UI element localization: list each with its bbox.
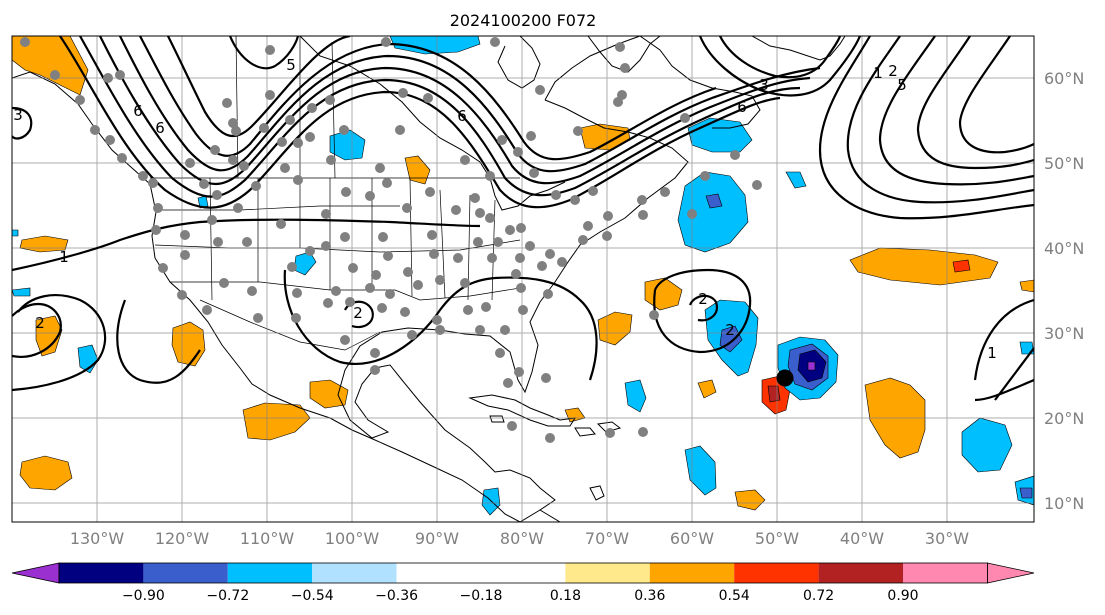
map-title: 2024100200 F072 bbox=[450, 11, 597, 30]
contour-label: 2 bbox=[698, 290, 708, 308]
colorbar-tick-label: −0.90 bbox=[122, 588, 165, 604]
colorbar-bin bbox=[59, 563, 144, 583]
lon-label: 60°W bbox=[670, 529, 714, 548]
station-dots bbox=[20, 37, 762, 443]
colorbar-bin bbox=[734, 563, 819, 583]
lon-label: 40°W bbox=[840, 529, 884, 548]
lon-label: 70°W bbox=[585, 529, 629, 548]
lon-label: 130°W bbox=[70, 529, 125, 548]
colorbar-tick-label: −0.36 bbox=[375, 588, 418, 604]
colorbar-bin bbox=[903, 563, 988, 583]
lat-label: 20°N bbox=[1044, 409, 1084, 428]
contour-label: 1 bbox=[987, 344, 997, 362]
lat-label: 10°N bbox=[1044, 494, 1084, 513]
lon-label: 80°W bbox=[500, 529, 544, 548]
lon-label: 100°W bbox=[325, 529, 380, 548]
colorbar-tick-label: −0.54 bbox=[291, 588, 334, 604]
lon-label: 90°W bbox=[415, 529, 459, 548]
colorbar-bin bbox=[312, 563, 397, 583]
contour-label: 2 bbox=[888, 62, 898, 80]
colorbar-tick-label: 0.54 bbox=[719, 588, 750, 604]
colorbar-bin bbox=[481, 563, 566, 583]
contour-label: 2 bbox=[353, 304, 363, 322]
contour-label: 2 bbox=[35, 314, 45, 332]
colorbar-bin bbox=[565, 563, 650, 583]
colorbar: −0.90 −0.72 −0.54 −0.36 −0.18 0.18 0.36 … bbox=[11, 562, 1035, 604]
colorbar-bin bbox=[649, 563, 735, 583]
contour-label: 5 bbox=[286, 56, 296, 74]
lat-label: 40°N bbox=[1044, 239, 1084, 258]
contour-label: 6 bbox=[155, 119, 165, 137]
contour-labels: 5 6 6 6 3 2 1 2 5 6 3 1 2 2 2 1 bbox=[13, 56, 997, 362]
contour-label: 3 bbox=[759, 76, 769, 94]
colorbar-tick-label: 0.36 bbox=[634, 588, 665, 604]
lat-label: 60°N bbox=[1044, 69, 1084, 88]
lon-label: 50°W bbox=[755, 529, 799, 548]
colorbar-tick-label: 0.18 bbox=[550, 588, 581, 604]
contour-label: 1 bbox=[59, 248, 69, 266]
latitude-labels: 60°N 50°N 40°N 30°N 20°N 10°N bbox=[1044, 69, 1084, 513]
contour-label: 3 bbox=[13, 106, 23, 124]
map-panel: 5 6 6 6 3 2 1 2 5 6 3 1 2 2 2 1 bbox=[12, 36, 1034, 522]
colorbar-bin bbox=[227, 563, 313, 583]
lon-label: 30°W bbox=[925, 529, 969, 548]
colorbar-tick-label: −0.18 bbox=[460, 588, 503, 604]
lon-label: 120°W bbox=[155, 529, 210, 548]
contour-label: 1 bbox=[873, 64, 883, 82]
map-frame bbox=[11, 35, 1035, 523]
lon-label: 110°W bbox=[240, 529, 295, 548]
colorbar-bin bbox=[818, 563, 903, 583]
longitude-labels: 130°W 120°W 110°W 100°W 90°W 80°W 70°W 6… bbox=[70, 529, 969, 548]
contour-label: 6 bbox=[457, 107, 467, 125]
contour-label: 6 bbox=[737, 98, 747, 116]
colorbar-tick-label: 0.90 bbox=[887, 588, 918, 604]
lat-label: 50°N bbox=[1044, 154, 1084, 173]
colorbar-bin bbox=[396, 563, 481, 583]
lat-label: 30°N bbox=[1044, 324, 1084, 343]
contour-label: 5 bbox=[897, 76, 907, 94]
colorbar-tick-label: −0.72 bbox=[206, 588, 249, 604]
colorbar-tick-label: 0.72 bbox=[803, 588, 834, 604]
colorbar-max-extension bbox=[987, 562, 1035, 584]
contour-label: 6 bbox=[133, 102, 143, 120]
storm-center-marker bbox=[776, 369, 794, 387]
colorbar-bin bbox=[143, 563, 228, 583]
contour-label: 2 bbox=[725, 321, 735, 339]
colorbar-min-extension bbox=[11, 562, 60, 584]
